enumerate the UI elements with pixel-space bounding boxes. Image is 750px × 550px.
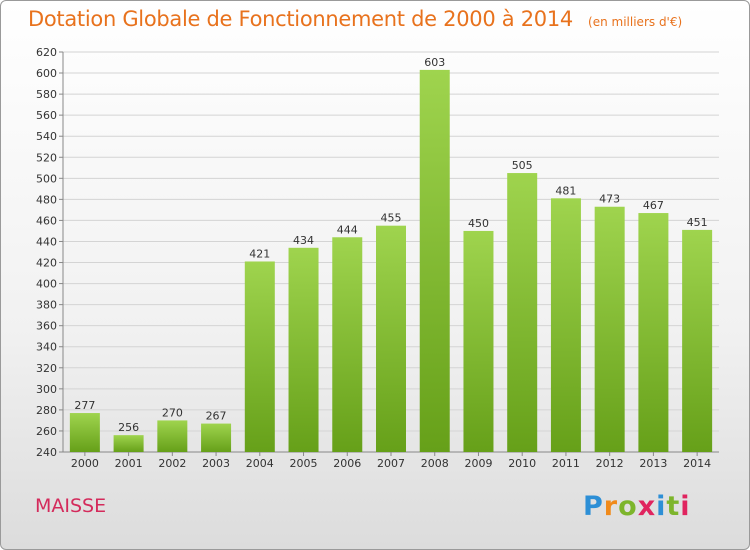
bar-2002 <box>157 420 188 452</box>
bar-2004 <box>244 261 275 452</box>
y-tick-label: 460 <box>36 214 57 227</box>
bar-2009 <box>463 230 494 452</box>
x-tick-label-2002: 2002 <box>158 457 186 470</box>
data-label-2007: 455 <box>381 212 402 225</box>
proxiti-logo: Proxiti <box>583 491 691 522</box>
data-label-2002: 270 <box>162 406 183 419</box>
data-label-2000: 277 <box>74 399 95 412</box>
y-tick-label: 260 <box>36 425 57 438</box>
data-label-2010: 505 <box>512 159 533 172</box>
chart-unit-note: (en milliers d'€) <box>588 15 683 29</box>
data-label-2011: 481 <box>555 184 576 197</box>
y-tick-label: 480 <box>36 193 57 206</box>
data-label-2005: 434 <box>293 234 314 247</box>
data-label-2004: 421 <box>249 247 270 260</box>
data-label-2003: 267 <box>206 410 227 423</box>
y-tick-label: 560 <box>36 109 57 122</box>
y-tick-label: 320 <box>36 362 57 375</box>
data-labels: 277 256 270 267 421 434 444 455 603 450 505 481 473 4… <box>74 56 707 434</box>
bar-2007 <box>376 225 406 452</box>
x-tick-label-2006: 2006 <box>333 457 361 470</box>
data-label-2012: 473 <box>599 193 620 206</box>
bar-2008 <box>419 69 450 452</box>
bar-2006 <box>332 237 363 452</box>
x-tick-label-2001: 2001 <box>115 457 143 470</box>
x-tick-label-2003: 2003 <box>202 457 230 470</box>
data-label-2014: 451 <box>687 216 708 229</box>
data-label-2006: 444 <box>337 223 358 236</box>
bar-2011 <box>550 198 581 452</box>
x-tick-label-2008: 2008 <box>421 457 449 470</box>
y-tick-label: 300 <box>36 383 57 396</box>
bar-2000 <box>69 413 100 452</box>
x-tick-label-2014: 2014 <box>683 457 711 470</box>
x-tick-label-2010: 2010 <box>508 457 536 470</box>
bar-2001 <box>113 435 144 452</box>
y-tick-label: 240 <box>36 446 57 459</box>
bar-2003 <box>201 423 232 452</box>
bar-2014 <box>682 229 713 452</box>
bar-2013 <box>638 213 669 452</box>
y-tick-label: 440 <box>36 235 57 248</box>
y-tick-label: 500 <box>36 172 57 185</box>
x-tick-label-2009: 2009 <box>464 457 492 470</box>
data-label-2009: 450 <box>468 217 489 230</box>
y-tick-label: 600 <box>36 67 57 80</box>
y-tick-label: 540 <box>36 130 57 143</box>
x-tick-label-2004: 2004 <box>246 457 274 470</box>
title-row: Dotation Globale de Fonctionnement de 20… <box>28 7 682 31</box>
y-tick-label: 420 <box>36 257 57 270</box>
x-tick-label-2011: 2011 <box>552 457 580 470</box>
y-axis-ticks: 240 260 280 300 320 340 360 380 400 420 440 460 480 5… <box>36 46 63 459</box>
bars <box>69 69 713 453</box>
y-tick-label: 280 <box>36 404 57 417</box>
data-label-2008: 603 <box>424 56 445 69</box>
x-tick-label-2005: 2005 <box>290 457 318 470</box>
y-tick-label: 380 <box>36 299 57 312</box>
y-tick-label: 520 <box>36 151 57 164</box>
bar-2005 <box>288 247 319 452</box>
bar-2010 <box>507 173 538 453</box>
y-tick-label: 360 <box>36 320 57 333</box>
x-tick-label-2007: 2007 <box>377 457 405 470</box>
chart-title: Dotation Globale de Fonctionnement de 20… <box>28 7 573 31</box>
data-label-2013: 467 <box>643 199 664 212</box>
x-tick-label-2000: 2000 <box>71 457 99 470</box>
data-label-2001: 256 <box>118 421 139 434</box>
commune-name: MAISSE <box>35 495 107 517</box>
x-axis-ticks: 2000 2001 2002 2003 2004 2005 2006 2007 2008 2009… <box>71 452 711 470</box>
y-tick-label: 620 <box>36 46 57 59</box>
y-tick-label: 580 <box>36 88 57 101</box>
x-tick-label-2012: 2012 <box>596 457 624 470</box>
y-tick-label: 400 <box>36 278 57 291</box>
x-tick-label-2013: 2013 <box>639 457 667 470</box>
bar-2012 <box>594 206 625 452</box>
y-tick-label: 340 <box>36 341 57 354</box>
